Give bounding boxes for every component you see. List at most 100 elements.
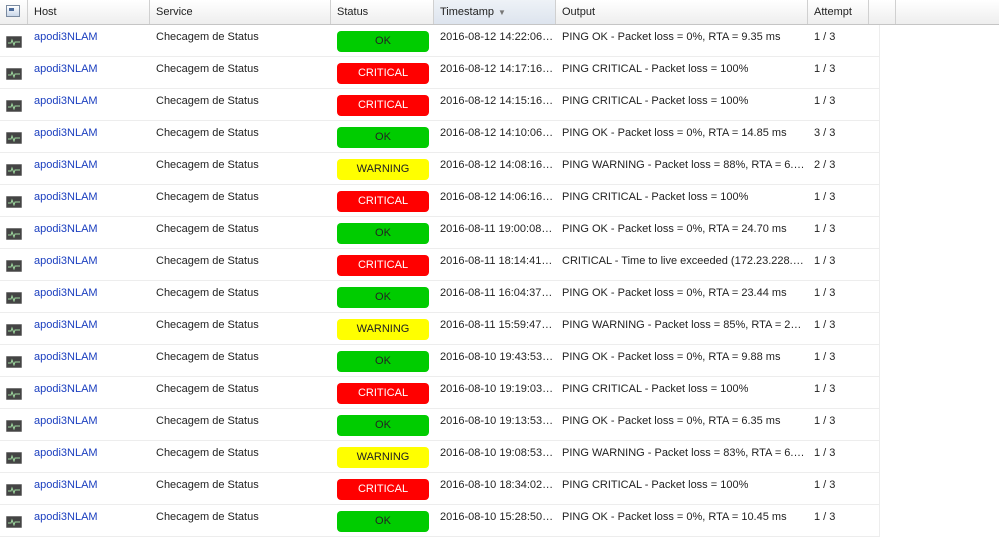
host-cell: apodi3NLAM — [28, 25, 150, 56]
status-cell: OK — [331, 505, 434, 536]
host-monitor-icon — [6, 324, 22, 336]
attempt-cell: 1 / 3 — [814, 447, 836, 459]
sort-descending-icon: ▼ — [498, 8, 506, 17]
attempt-cell: 2 / 3 — [814, 159, 836, 171]
service-cell: Checagem de Status — [156, 255, 259, 267]
host-link[interactable]: apodi3NLAM — [34, 447, 98, 459]
output-cell: PING OK - Packet loss = 0%, RTA = 10.45 … — [562, 511, 787, 523]
column-header-host[interactable]: Host — [28, 0, 150, 24]
host-link[interactable]: apodi3NLAM — [34, 31, 98, 43]
column-header-timestamp[interactable]: Timestamp ▼ — [434, 0, 556, 24]
output-cell: PING CRITICAL - Packet loss = 100% — [562, 191, 749, 203]
host-link[interactable]: apodi3NLAM — [34, 255, 98, 267]
timestamp-cell: 2016-08-11 15:59:47… — [440, 319, 553, 331]
host-cell: apodi3NLAM — [28, 409, 150, 440]
table-row[interactable]: apodi3NLAM Checagem de Status CRITICAL 2016… — [0, 377, 880, 409]
host-monitor-icon — [6, 132, 22, 144]
host-cell: apodi3NLAM — [28, 249, 150, 280]
status-cell: CRITICAL — [331, 249, 434, 280]
table-row[interactable]: apodi3NLAM Checagem de Status OK 2016-08-11… — [0, 281, 880, 313]
host-link[interactable]: apodi3NLAM — [34, 351, 98, 363]
service-cell: Checagem de Status — [156, 223, 259, 235]
host-link[interactable]: apodi3NLAM — [34, 319, 98, 331]
host-cell: apodi3NLAM — [28, 505, 150, 536]
host-cell: apodi3NLAM — [28, 441, 150, 472]
host-link[interactable]: apodi3NLAM — [34, 287, 98, 299]
timestamp-cell: 2016-08-10 19:43:53… — [440, 351, 554, 363]
table-row[interactable]: apodi3NLAM Checagem de Status CRITICAL 2016… — [0, 249, 880, 281]
timestamp-cell: 2016-08-12 14:17:16… — [440, 63, 554, 75]
host-link[interactable]: apodi3NLAM — [34, 415, 98, 427]
status-cell: CRITICAL — [331, 473, 434, 504]
status-cell: OK — [331, 345, 434, 376]
host-cell: apodi3NLAM — [28, 313, 150, 344]
status-badge: WARNING — [337, 159, 429, 180]
output-cell: PING WARNING - Packet loss = 88%, RTA = … — [562, 159, 805, 171]
service-cell: Checagem de Status — [156, 95, 259, 107]
table-row[interactable]: apodi3NLAM Checagem de Status OK 2016-08-10… — [0, 505, 880, 537]
host-monitor-icon — [6, 100, 22, 112]
table-row[interactable]: apodi3NLAM Checagem de Status OK 2016-08-10… — [0, 345, 880, 377]
table-row[interactable]: apodi3NLAM Checagem de Status CRITICAL 2016… — [0, 185, 880, 217]
host-link[interactable]: apodi3NLAM — [34, 383, 98, 395]
attempt-cell: 1 / 3 — [814, 415, 836, 427]
table-row[interactable]: apodi3NLAM Checagem de Status WARNING 2016-… — [0, 153, 880, 185]
host-cell: apodi3NLAM — [28, 377, 150, 408]
host-cell: apodi3NLAM — [28, 89, 150, 120]
column-header-status[interactable]: Status — [331, 0, 434, 24]
table-row[interactable]: apodi3NLAM Checagem de Status CRITICAL 2016… — [0, 89, 880, 121]
host-monitor-icon — [6, 516, 22, 528]
attempt-cell: 1 / 3 — [814, 287, 836, 299]
table-row[interactable]: apodi3NLAM Checagem de Status OK 2016-08-12… — [0, 25, 880, 57]
output-cell: PING OK - Packet loss = 0%, RTA = 14.85 … — [562, 127, 787, 139]
service-cell: Checagem de Status — [156, 287, 259, 299]
table-row[interactable]: apodi3NLAM Checagem de Status WARNING 2016-… — [0, 441, 880, 473]
service-cell: Checagem de Status — [156, 31, 259, 43]
select-column-header[interactable] — [0, 0, 28, 24]
service-cell: Checagem de Status — [156, 511, 259, 523]
attempt-cell: 1 / 3 — [814, 479, 836, 491]
status-cell: OK — [331, 217, 434, 248]
column-header-spacer — [869, 0, 896, 24]
host-monitor-icon — [6, 228, 22, 240]
host-link[interactable]: apodi3NLAM — [34, 127, 98, 139]
table-row[interactable]: apodi3NLAM Checagem de Status OK 2016-08-11… — [0, 217, 880, 249]
host-link[interactable]: apodi3NLAM — [34, 95, 98, 107]
host-link[interactable]: apodi3NLAM — [34, 479, 98, 491]
status-badge: CRITICAL — [337, 95, 429, 116]
host-monitor-icon — [6, 356, 22, 368]
timestamp-cell: 2016-08-12 14:15:16… — [440, 95, 554, 107]
attempt-cell: 1 / 3 — [814, 63, 836, 75]
table-row[interactable]: apodi3NLAM Checagem de Status CRITICAL 2016… — [0, 473, 880, 505]
column-header-service[interactable]: Service — [150, 0, 331, 24]
host-link[interactable]: apodi3NLAM — [34, 159, 98, 171]
host-monitor-icon — [6, 260, 22, 272]
host-cell: apodi3NLAM — [28, 281, 150, 312]
host-cell: apodi3NLAM — [28, 217, 150, 248]
table-row[interactable]: apodi3NLAM Checagem de Status OK 2016-08-12… — [0, 121, 880, 153]
host-link[interactable]: apodi3NLAM — [34, 511, 98, 523]
column-header-attempt[interactable]: Attempt — [808, 0, 869, 24]
host-monitor-icon — [6, 292, 22, 304]
host-monitor-icon — [6, 420, 22, 432]
attempt-cell: 1 / 3 — [814, 383, 836, 395]
column-header-output[interactable]: Output — [556, 0, 808, 24]
status-cell: CRITICAL — [331, 377, 434, 408]
table-row[interactable]: apodi3NLAM Checagem de Status OK 2016-08-10… — [0, 409, 880, 441]
host-link[interactable]: apodi3NLAM — [34, 191, 98, 203]
status-cell: CRITICAL — [331, 185, 434, 216]
host-monitor-icon — [6, 36, 22, 48]
table-row[interactable]: apodi3NLAM Checagem de Status CRITICAL 2016… — [0, 57, 880, 89]
service-cell: Checagem de Status — [156, 447, 259, 459]
status-cell: WARNING — [331, 441, 434, 472]
host-cell: apodi3NLAM — [28, 473, 150, 504]
host-link[interactable]: apodi3NLAM — [34, 223, 98, 235]
output-cell: PING OK - Packet loss = 0%, RTA = 23.44 … — [562, 287, 787, 299]
status-cell: OK — [331, 121, 434, 152]
status-badge: OK — [337, 31, 429, 52]
status-cell: CRITICAL — [331, 57, 434, 88]
status-cell: OK — [331, 281, 434, 312]
host-link[interactable]: apodi3NLAM — [34, 63, 98, 75]
attempt-cell: 1 / 3 — [814, 255, 836, 267]
table-row[interactable]: apodi3NLAM Checagem de Status WARNING 2016-… — [0, 313, 880, 345]
